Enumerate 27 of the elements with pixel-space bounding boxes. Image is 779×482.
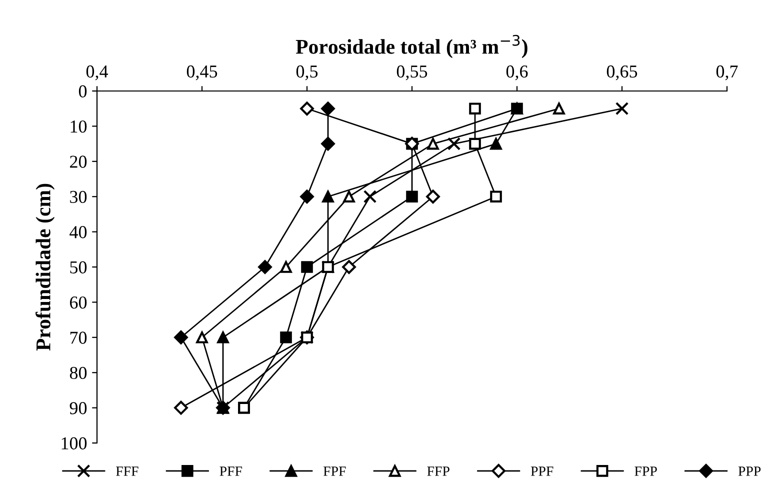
x-axis-title: Porosidade total (m³ m$^{−3}$) xyxy=(296,34,528,58)
legend-label: PPF xyxy=(530,466,554,476)
y-tick-label: 10 xyxy=(70,120,87,133)
y-tick-label: 50 xyxy=(70,261,87,274)
y-tick-label: 30 xyxy=(70,190,87,204)
y-tick-label: 90 xyxy=(70,402,87,414)
x-tick-label: 0,65 xyxy=(606,65,638,80)
legend-label: FPF xyxy=(323,466,346,476)
y-tick-label: 70 xyxy=(70,332,87,344)
y-tick-label: 0 xyxy=(78,85,87,98)
x-tick-label: 0,5 xyxy=(296,65,318,80)
y-axis-title: Profundidade (cm) xyxy=(36,184,55,351)
legend-label: FFF xyxy=(116,466,138,476)
y-tick-label: 80 xyxy=(70,366,87,380)
x-tick-label: 0,45 xyxy=(186,65,218,80)
y-tick-label: 100 xyxy=(62,437,87,450)
x-tick-label: 0,7 xyxy=(716,65,738,80)
legend-label: FFP xyxy=(427,466,450,476)
legend-label: FPP xyxy=(634,466,657,476)
y-tick-label: 20 xyxy=(70,156,87,168)
legend-label: PFF xyxy=(220,466,242,476)
x-tick-label: 0,6 xyxy=(506,65,528,80)
y-tick-label: 40 xyxy=(70,226,87,238)
x-tick-label: 0,55 xyxy=(396,65,428,80)
y-tick-label: 60 xyxy=(70,296,87,309)
legend-label: PPP xyxy=(738,466,761,476)
x-tick-label: 0,4 xyxy=(86,65,108,80)
